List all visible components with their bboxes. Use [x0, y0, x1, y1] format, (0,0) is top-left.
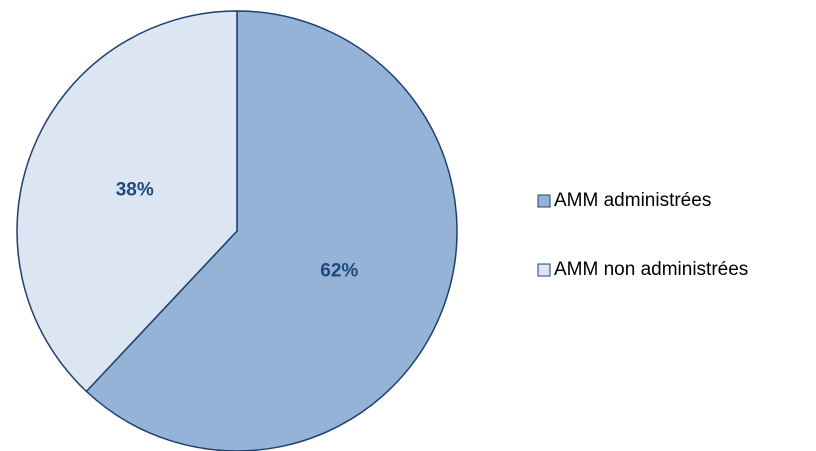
legend-swatch — [537, 263, 551, 277]
pie-slice — [85, 10, 458, 451]
legend-label: AMM non administrées — [554, 259, 748, 280]
legend-label: AMM administrées — [554, 190, 711, 211]
value-label: 38% — [116, 180, 154, 201]
value-label: 62% — [320, 261, 358, 282]
pie-slice — [16, 10, 238, 393]
legend-swatch — [537, 194, 551, 208]
